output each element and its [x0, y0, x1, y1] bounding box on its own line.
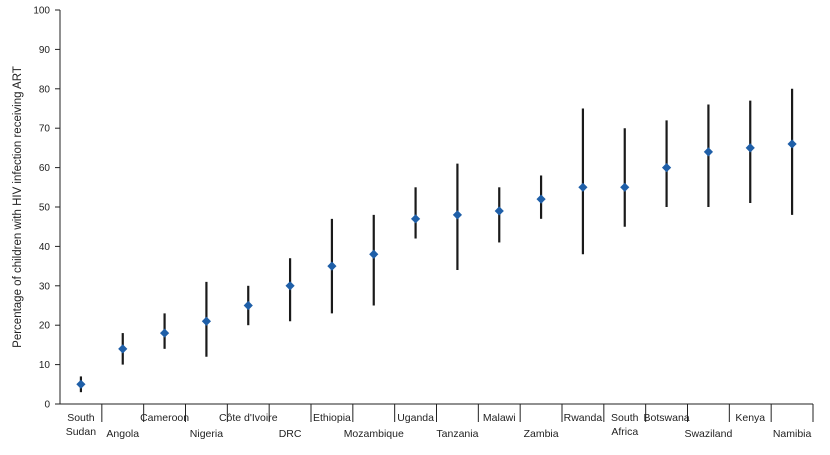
point-swaziland	[703, 147, 714, 157]
y-tick-label-60: 60	[39, 163, 51, 174]
category-label-line: Malawi	[483, 412, 516, 424]
y-tick-label-50: 50	[39, 203, 51, 214]
y-tick-label-20: 20	[39, 321, 51, 332]
category-label-line: Namibia	[773, 428, 812, 440]
point-malawi	[494, 206, 504, 216]
category-label-swaziland: Swaziland	[684, 428, 732, 440]
category-label-drc: DRC	[279, 428, 302, 440]
category-label-ethiopia: Ethiopia	[313, 412, 351, 424]
category-label-south-sudan: South Sudan	[66, 412, 97, 438]
y-tick-label-0: 0	[44, 400, 50, 411]
category-label-malawi: Malawi	[483, 412, 516, 424]
point-drc	[285, 281, 295, 291]
point-ethiopia	[327, 261, 337, 271]
error-bars	[79, 88, 794, 393]
category-label-cameroon: Cameroon	[140, 412, 189, 424]
point-cameroon	[159, 328, 170, 338]
category-label-line: Cameroon	[140, 412, 189, 424]
category-label-rwanda: Rwanda	[564, 412, 603, 424]
category-label-nigeria: Nigeria	[190, 428, 223, 440]
y-tick-label-10: 10	[39, 360, 51, 371]
y-tick-label-100: 100	[33, 6, 50, 17]
y-tick-label-30: 30	[39, 281, 51, 292]
point-kenya	[745, 143, 755, 153]
category-label-line: Uganda	[397, 412, 434, 424]
category-label-botswana: Botswana	[644, 412, 690, 424]
data-points	[76, 139, 797, 389]
category-label-kenya: Kenya	[735, 412, 765, 424]
category-label-line: Nigeria	[190, 428, 223, 440]
x-ticks	[101, 404, 814, 422]
y-tick-label-70: 70	[39, 124, 51, 135]
category-label-mozambique: Mozambique	[344, 428, 404, 440]
point-mozambique	[369, 249, 379, 259]
y-tick-label-80: 80	[39, 84, 51, 95]
category-label-angola: Angola	[106, 428, 139, 440]
point-nigeria	[201, 316, 212, 326]
category-label-line: DRC	[279, 428, 302, 440]
point-south-sudan	[76, 379, 86, 389]
category-label-uganda: Uganda	[397, 412, 434, 424]
point-tanzania	[452, 210, 463, 220]
category-label-line: Swaziland	[684, 428, 732, 440]
category-label-c-te-d-ivoire: Côte d'Ivoire	[219, 412, 278, 424]
category-label-line: Ethiopia	[313, 412, 351, 424]
category-label-south-africa: South Africa	[611, 412, 639, 438]
category-label-line: Africa	[611, 426, 638, 438]
category-label-line: Zambia	[524, 428, 559, 440]
category-label-zambia: Zambia	[524, 428, 559, 440]
category-label-line: Angola	[106, 428, 139, 440]
category-label-namibia: Namibia	[773, 428, 812, 440]
point-zambia	[536, 194, 546, 204]
category-label-line: Botswana	[644, 412, 690, 424]
point-botswana	[661, 163, 672, 173]
point-c-te-d-ivoire	[243, 300, 253, 311]
category-label-line: Sudan	[66, 426, 97, 438]
category-label-line: Rwanda	[564, 412, 603, 424]
category-label-tanzania: Tanzania	[436, 428, 478, 440]
y-tick-label-90: 90	[39, 45, 51, 56]
point-angola	[118, 344, 128, 354]
axes	[59, 10, 813, 405]
category-label-line: Kenya	[735, 412, 765, 424]
category-label-line: South	[67, 412, 95, 424]
point-uganda	[410, 214, 421, 224]
y-ticks: 0 10 20 30 40 50 60 70 80 90 100	[33, 6, 60, 411]
category-label-line: Côte d'Ivoire	[219, 412, 278, 424]
category-label-line: Tanzania	[436, 428, 478, 440]
category-label-line: Mozambique	[344, 428, 404, 440]
point-namibia	[787, 139, 797, 149]
category-label-line: South	[611, 412, 639, 424]
y-axis-title: Percentage of children with HIV infectio…	[12, 66, 24, 348]
point-south-africa	[620, 182, 630, 192]
point-rwanda	[578, 182, 588, 192]
y-tick-label-40: 40	[39, 242, 51, 253]
